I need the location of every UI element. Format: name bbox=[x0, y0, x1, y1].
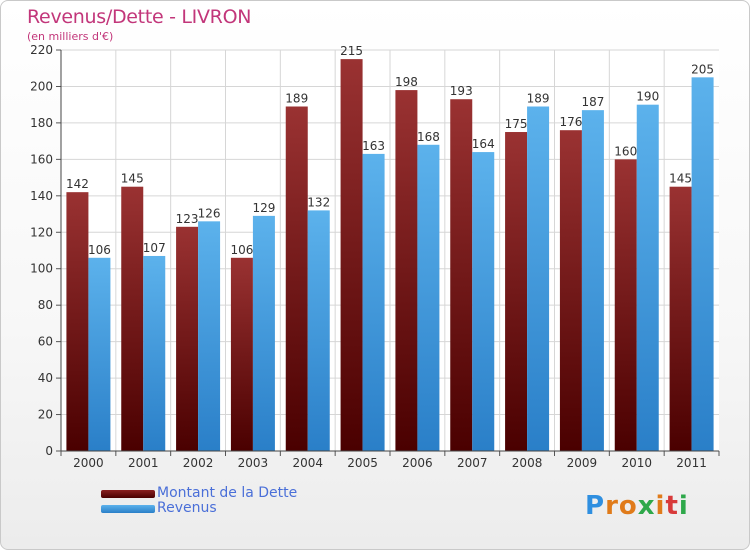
logo-letter: r bbox=[605, 491, 619, 521]
data-label: 198 bbox=[395, 75, 418, 89]
x-tick-label: 2008 bbox=[512, 456, 543, 470]
bar-revenus bbox=[527, 106, 550, 451]
x-tick-label: 2009 bbox=[567, 456, 598, 470]
bar-revenus bbox=[307, 210, 330, 451]
y-tick-label: 120 bbox=[30, 225, 53, 239]
bar-dette bbox=[230, 257, 253, 451]
x-tick-label: 2002 bbox=[183, 456, 214, 470]
axes: 0 20 40 60 80 100 120 140 160 180 200 220 2000 2001 20… bbox=[30, 43, 720, 470]
data-label: 189 bbox=[285, 92, 308, 106]
y-tick-label: 20 bbox=[38, 408, 53, 422]
bar-dette bbox=[395, 90, 418, 451]
bar-dette bbox=[669, 186, 692, 452]
logo-letter: P bbox=[585, 491, 606, 521]
legend-label-revenus: Revenus bbox=[157, 500, 217, 516]
bar-revenus bbox=[691, 77, 714, 451]
x-tick-label: 2011 bbox=[676, 456, 707, 470]
bar-revenus bbox=[362, 153, 385, 452]
bar-dette bbox=[285, 106, 308, 451]
y-tick-label: 80 bbox=[38, 298, 53, 312]
y-tick-label: 0 bbox=[45, 444, 53, 458]
x-tick-label: 2000 bbox=[73, 456, 104, 470]
legend-swatch-revenus bbox=[101, 504, 155, 513]
data-label: 160 bbox=[614, 144, 637, 158]
bar-revenus bbox=[417, 144, 440, 452]
bar-dette bbox=[66, 192, 89, 451]
y-tick-label: 40 bbox=[38, 371, 53, 385]
y-tick-label: 60 bbox=[38, 335, 53, 349]
data-labels: 142 106 145 107 123 126 106 129 189 132 215 163 198 1… bbox=[66, 44, 714, 257]
legend-item-revenus: Revenus bbox=[101, 501, 297, 516]
y-tick-label: 160 bbox=[30, 152, 53, 166]
bar-revenus bbox=[198, 221, 221, 451]
data-label: 215 bbox=[340, 44, 363, 58]
data-label: 189 bbox=[527, 92, 550, 106]
bar-revenus bbox=[88, 257, 111, 451]
x-tick-label: 2001 bbox=[128, 456, 159, 470]
data-label: 205 bbox=[691, 62, 714, 76]
logo-letter: i bbox=[678, 491, 689, 521]
bar-dette bbox=[505, 132, 528, 452]
bar-dette bbox=[121, 186, 144, 452]
chart-title: Revenus/Dette - LIVRON bbox=[27, 6, 252, 28]
y-tick-label: 220 bbox=[30, 43, 53, 57]
logo-letter: i bbox=[655, 491, 666, 521]
x-tick-label: 2006 bbox=[402, 456, 433, 470]
data-label: 190 bbox=[636, 90, 659, 104]
x-tick-label: 2010 bbox=[621, 456, 652, 470]
data-label: 145 bbox=[121, 172, 144, 186]
proxiti-logo: Proxiti bbox=[585, 491, 689, 521]
data-label: 163 bbox=[362, 139, 385, 153]
y-tick-label: 200 bbox=[30, 79, 53, 93]
logo-letter: x bbox=[637, 491, 656, 521]
data-label: 164 bbox=[472, 137, 495, 151]
x-tick-label: 2005 bbox=[347, 456, 378, 470]
bar-revenus bbox=[472, 152, 495, 451]
bar-dette bbox=[614, 159, 637, 451]
data-label: 106 bbox=[230, 243, 253, 257]
data-label: 176 bbox=[559, 115, 582, 129]
data-label: 193 bbox=[450, 84, 473, 98]
x-tick-label: 2004 bbox=[292, 456, 323, 470]
data-label: 129 bbox=[252, 201, 275, 215]
logo-letter: o bbox=[618, 491, 638, 521]
bar-dette bbox=[340, 59, 363, 451]
data-label: 126 bbox=[198, 206, 221, 220]
bar-dette bbox=[559, 130, 582, 451]
data-label: 123 bbox=[176, 212, 199, 226]
legend-swatch-debt bbox=[101, 489, 155, 498]
bar-revenus bbox=[252, 215, 275, 451]
data-label: 106 bbox=[88, 243, 111, 257]
bar-dette bbox=[450, 99, 473, 452]
data-label: 145 bbox=[669, 172, 692, 186]
x-tick-label: 2007 bbox=[457, 456, 488, 470]
data-label: 175 bbox=[505, 117, 528, 131]
bar-dette bbox=[176, 226, 199, 451]
data-label: 107 bbox=[143, 241, 166, 255]
chart-subtitle: (en milliers d'€) bbox=[27, 30, 114, 43]
data-label: 168 bbox=[417, 130, 440, 144]
y-tick-label: 100 bbox=[30, 262, 53, 276]
x-tick-label: 2003 bbox=[238, 456, 269, 470]
data-label: 132 bbox=[307, 195, 330, 209]
logo-letter: t bbox=[665, 491, 679, 521]
legend: Montant de la Dette Revenus bbox=[101, 486, 297, 516]
legend-label-debt: Montant de la Dette bbox=[157, 485, 298, 501]
bar-revenus bbox=[636, 104, 659, 451]
data-label: 187 bbox=[581, 95, 604, 109]
bar-revenus bbox=[581, 110, 604, 452]
grid-lines bbox=[61, 49, 719, 452]
legend-item-debt: Montant de la Dette bbox=[101, 486, 297, 501]
y-tick-label: 140 bbox=[30, 189, 53, 203]
y-tick-label: 180 bbox=[30, 116, 53, 130]
bars bbox=[66, 59, 714, 452]
data-label: 142 bbox=[66, 177, 89, 191]
bar-revenus bbox=[143, 255, 166, 451]
